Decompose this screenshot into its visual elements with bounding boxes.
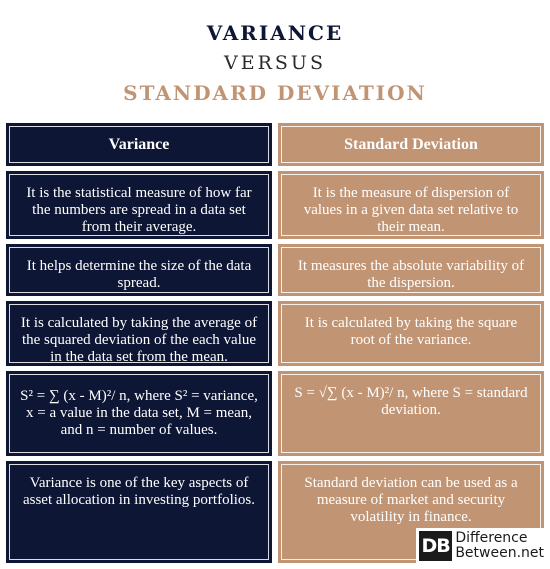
page-title: VARIANCE VERSUS STANDARD DEVIATION xyxy=(0,18,550,108)
table-cell-standard-deviation: It is the measure of dispersion of value… xyxy=(278,171,544,239)
logo-line-1: Difference xyxy=(455,530,528,546)
table-cell-standard-deviation: Standard deviation can be used as a meas… xyxy=(278,461,544,563)
cell-text: It is calculated by taking the average o… xyxy=(20,315,258,365)
cell-text: Variance is one of the key aspects of as… xyxy=(22,475,256,508)
differencebetween-logo: DB Difference Between.net xyxy=(416,528,544,564)
header-variance-label: Variance xyxy=(108,136,170,153)
table-row: It is calculated by taking the average o… xyxy=(6,301,544,366)
logo-wordmark: Difference Between.net xyxy=(455,531,544,561)
table-cell-variance: It is the statistical measure of how far… xyxy=(6,171,272,239)
title-variance: VARIANCE xyxy=(206,21,344,45)
table-cell-standard-deviation: It is calculated by taking the square ro… xyxy=(278,301,544,366)
table-row: S² = ∑ (x - M)²/ n, where S² = variance,… xyxy=(6,371,544,456)
cell-text: It helps determine the size of the data … xyxy=(26,258,252,291)
table-row: It helps determine the size of the data … xyxy=(6,244,544,296)
cell-text: It measures the absolute variability of … xyxy=(297,258,525,291)
logo-line-2: Between.net xyxy=(455,545,544,561)
cell-text: S² = ∑ (x - M)²/ n, where S² = variance,… xyxy=(20,388,258,438)
table-cell-standard-deviation: S = √∑ (x - M)²/ n, where S = standard d… xyxy=(278,371,544,456)
table-header-row: Variance Standard Deviation xyxy=(6,123,544,166)
cell-text: It is calculated by taking the square ro… xyxy=(304,315,518,348)
header-standard-deviation-label: Standard Deviation xyxy=(344,136,478,153)
db-logo-icon: DB xyxy=(419,531,453,561)
table-cell-variance: It is calculated by taking the average o… xyxy=(6,301,272,366)
cell-text: It is the statistical measure of how far… xyxy=(26,185,252,235)
table-cell-standard-deviation: It measures the absolute variability of … xyxy=(278,244,544,296)
table-row: It is the statistical measure of how far… xyxy=(6,171,544,239)
table-cell-variance: Variance is one of the key aspects of as… xyxy=(6,461,272,563)
cell-text: It is the measure of dispersion of value… xyxy=(303,185,519,235)
title-versus: VERSUS xyxy=(224,52,326,74)
comparison-table: Variance Standard Deviation It is the st… xyxy=(6,123,544,563)
table-cell-variance: It helps determine the size of the data … xyxy=(6,244,272,296)
table-row: Variance is one of the key aspects of as… xyxy=(6,461,544,563)
title-standard-deviation: STANDARD DEVIATION xyxy=(123,81,427,105)
header-variance: Variance xyxy=(6,123,272,166)
header-standard-deviation: Standard Deviation xyxy=(278,123,544,166)
cell-text: S = √∑ (x - M)²/ n, where S = standard d… xyxy=(294,385,528,418)
table-cell-variance: S² = ∑ (x - M)²/ n, where S² = variance,… xyxy=(6,371,272,456)
cell-text: Standard deviation can be used as a meas… xyxy=(304,475,518,525)
